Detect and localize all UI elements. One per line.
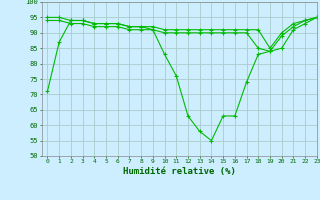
X-axis label: Humidité relative (%): Humidité relative (%) <box>123 167 236 176</box>
